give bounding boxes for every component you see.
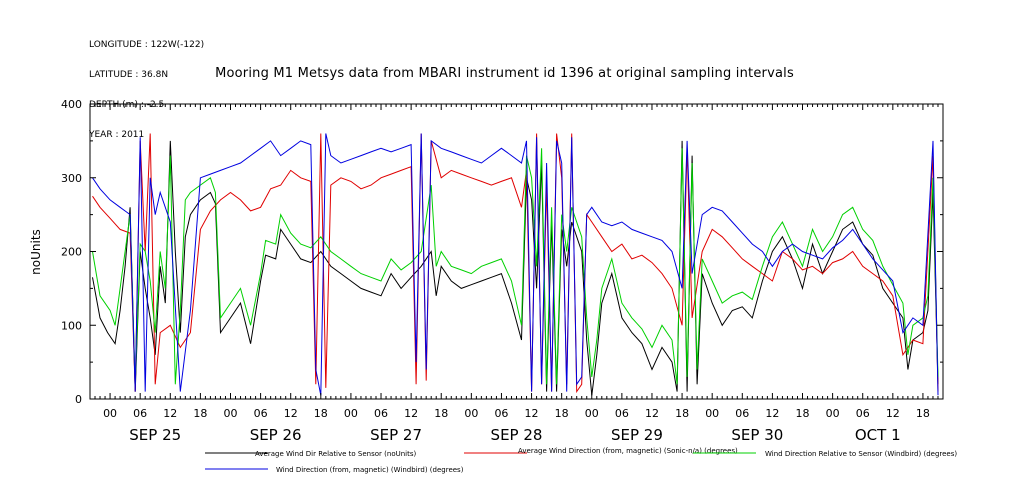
x-date-label: SEP 28 [491, 426, 543, 444]
x-tick-label: 18 [675, 407, 689, 420]
axis-labels: 0 100 200 300 400 00 06 12 18 00 06 12 18 00 06 12 18 00 0… [61, 98, 930, 444]
x-tick-label: 06 [615, 407, 629, 420]
x-tick-label: 00 [464, 407, 478, 420]
series-line-2 [92, 148, 939, 385]
legend-label-1: Average Wind Direction (from, magnetic) … [518, 447, 738, 455]
x-tick-label: 06 [856, 407, 870, 420]
x-tick-label: 12 [886, 407, 900, 420]
x-tick-label: 00 [826, 407, 840, 420]
x-tick-label: 00 [344, 407, 358, 420]
x-tick-label: 12 [284, 407, 298, 420]
x-tick-label: 00 [585, 407, 599, 420]
x-tick-label: 18 [796, 407, 810, 420]
y-tick-label: 200 [61, 246, 82, 259]
longitude-label: LONGITUDE : 122W(-122) [89, 40, 205, 50]
legend-label-2: Wind Direction Relative to Sensor (Windb… [765, 450, 957, 458]
x-date-label: SEP 26 [250, 426, 302, 444]
x-tick-label: 12 [404, 407, 418, 420]
x-tick-label: 18 [434, 407, 448, 420]
x-date-label: SEP 27 [370, 426, 422, 444]
x-tick-label: 12 [525, 407, 539, 420]
legend: Average Wind Dir Relative to Sensor (noU… [205, 447, 957, 474]
chart-title: Mooring M1 Metsys data from MBARI instru… [215, 66, 794, 81]
x-tick-label: 12 [765, 407, 779, 420]
x-tick-label: 06 [374, 407, 388, 420]
latitude-label: LATITUDE : 36.8N [89, 70, 169, 80]
x-date-label: SEP 29 [611, 426, 663, 444]
x-tick-label: 12 [163, 407, 177, 420]
y-tick-label: 400 [61, 98, 82, 111]
x-tick-label: 18 [314, 407, 328, 420]
x-tick-label: 00 [103, 407, 117, 420]
x-tick-label: 06 [133, 407, 147, 420]
x-tick-label: 12 [645, 407, 659, 420]
x-tick-label: 06 [735, 407, 749, 420]
axes-ticks [89, 103, 944, 400]
x-tick-label: 18 [555, 407, 569, 420]
series-line-1 [92, 133, 939, 394]
x-tick-label: 00 [223, 407, 237, 420]
legend-label-0: Average Wind Dir Relative to Sensor (noU… [255, 450, 416, 458]
y-tick-label: 0 [75, 393, 82, 406]
x-date-label: SEP 30 [731, 426, 783, 444]
y-tick-label: 100 [61, 319, 82, 332]
legend-label-3: Wind Direction (from, magnetic) (Windbir… [276, 466, 464, 474]
x-tick-label: 18 [193, 407, 207, 420]
x-date-label: OCT 1 [855, 426, 901, 444]
x-date-label: SEP 25 [129, 426, 181, 444]
y-axis-label: noUnits [29, 229, 43, 275]
x-tick-label: 06 [494, 407, 508, 420]
x-tick-label: 00 [705, 407, 719, 420]
series-line-0 [92, 140, 939, 396]
year-label: YEAR : 2011 [89, 130, 145, 140]
y-tick-label: 300 [61, 172, 82, 185]
x-tick-label: 06 [254, 407, 268, 420]
x-tick-label: 18 [916, 407, 930, 420]
series-layer [92, 133, 939, 396]
series-line-3 [92, 133, 939, 396]
